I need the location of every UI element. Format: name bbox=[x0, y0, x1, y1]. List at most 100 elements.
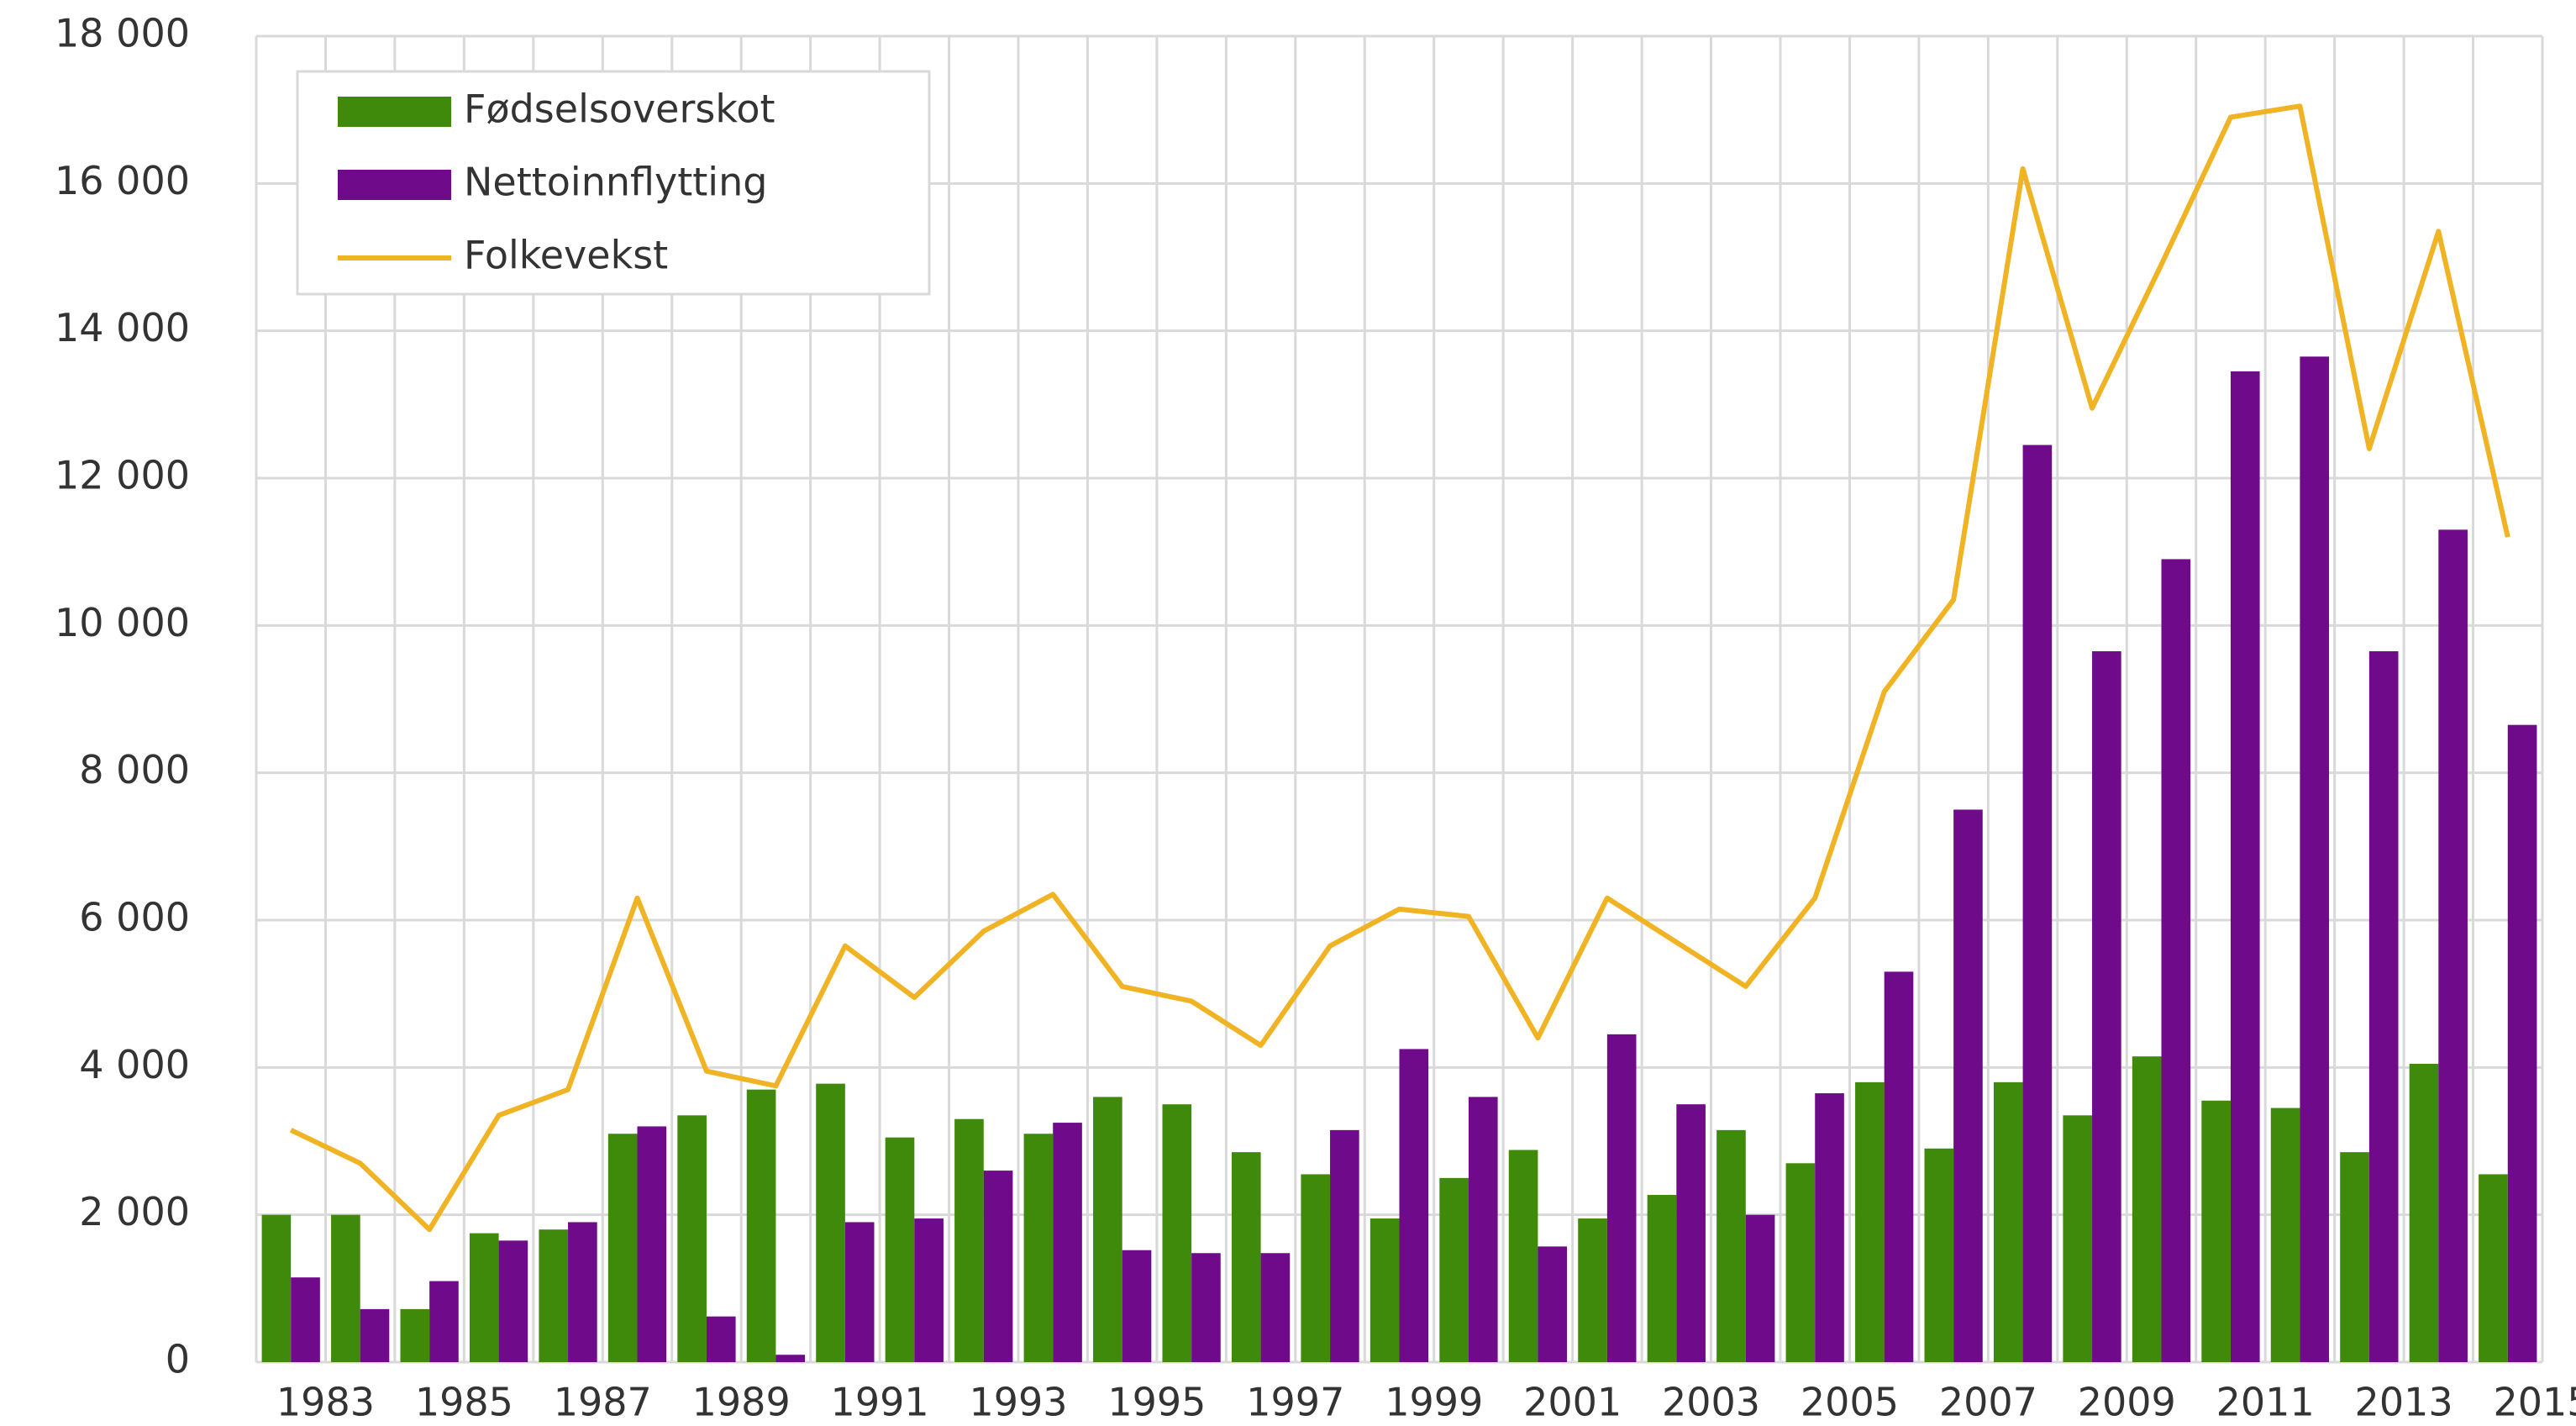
bar bbox=[1231, 1152, 1261, 1362]
bar bbox=[261, 1214, 292, 1362]
y-tick-label: 10 000 bbox=[55, 600, 190, 645]
bar bbox=[775, 1355, 806, 1362]
bar bbox=[1993, 1081, 2023, 1362]
bar bbox=[1439, 1177, 1469, 1362]
bar bbox=[1053, 1123, 1082, 1362]
x-tick-label: 1987 bbox=[554, 1380, 652, 1425]
bar bbox=[498, 1240, 528, 1362]
bar bbox=[1606, 1034, 1637, 1362]
bar bbox=[706, 1316, 736, 1362]
bar bbox=[637, 1126, 667, 1362]
bar bbox=[539, 1229, 569, 1362]
bar bbox=[914, 1218, 944, 1362]
bar bbox=[2022, 445, 2053, 1362]
bar bbox=[1508, 1150, 1538, 1362]
legend-label: Nettoinnflytting bbox=[464, 160, 767, 205]
y-tick-label: 6 000 bbox=[79, 895, 190, 940]
y-tick-label: 14 000 bbox=[55, 305, 190, 350]
bar bbox=[1884, 971, 1914, 1362]
bar bbox=[2161, 559, 2191, 1362]
y-tick-label: 0 bbox=[166, 1337, 190, 1382]
bar bbox=[2507, 724, 2537, 1362]
x-tick-label: 1983 bbox=[276, 1380, 375, 1425]
legend-label: Fødselsoverskot bbox=[464, 87, 775, 132]
x-tick-label: 2013 bbox=[2355, 1380, 2453, 1425]
bar bbox=[1191, 1253, 1221, 1362]
bar bbox=[954, 1118, 984, 1362]
bar bbox=[2063, 1115, 2093, 1362]
y-tick-label: 18 000 bbox=[55, 11, 190, 56]
bar bbox=[1468, 1097, 1498, 1362]
x-tick-label: 1995 bbox=[1107, 1380, 1206, 1425]
bar bbox=[429, 1281, 459, 1362]
bar bbox=[291, 1277, 320, 1362]
bar bbox=[1647, 1194, 1677, 1362]
bar bbox=[1855, 1081, 1885, 1362]
bar bbox=[1815, 1093, 1844, 1362]
bar bbox=[1122, 1250, 1152, 1362]
bar bbox=[1301, 1174, 1331, 1362]
x-tick-label: 1991 bbox=[831, 1380, 929, 1425]
bar bbox=[400, 1308, 430, 1362]
bar bbox=[885, 1137, 915, 1362]
bar bbox=[607, 1134, 638, 1362]
bar bbox=[2409, 1063, 2439, 1362]
y-tick-label: 16 000 bbox=[55, 158, 190, 203]
bar bbox=[2230, 371, 2260, 1363]
bar bbox=[2092, 651, 2121, 1362]
bar bbox=[746, 1089, 776, 1362]
bar bbox=[844, 1222, 875, 1362]
bar bbox=[1162, 1104, 1192, 1362]
x-tick-label: 1985 bbox=[415, 1380, 513, 1425]
bar bbox=[1676, 1104, 1706, 1362]
x-tick-label: 2011 bbox=[2216, 1380, 2315, 1425]
x-tick-label: 2007 bbox=[1939, 1380, 2037, 1425]
bar bbox=[2368, 651, 2399, 1362]
x-tick-label: 2001 bbox=[1523, 1380, 1622, 1425]
bar bbox=[677, 1115, 707, 1362]
bar bbox=[2132, 1056, 2162, 1362]
bar bbox=[331, 1214, 360, 1362]
x-tick-label: 1999 bbox=[1385, 1380, 1483, 1425]
y-tick-label: 8 000 bbox=[79, 747, 190, 792]
x-tick-label: 1989 bbox=[692, 1380, 791, 1425]
bar bbox=[568, 1222, 597, 1362]
y-tick-label: 2 000 bbox=[79, 1189, 190, 1234]
bar bbox=[1538, 1246, 1568, 1362]
legend-swatch bbox=[338, 97, 451, 127]
bar bbox=[2270, 1108, 2300, 1362]
bar bbox=[2300, 356, 2330, 1363]
bar bbox=[1399, 1049, 1429, 1362]
bar bbox=[816, 1083, 845, 1362]
bar bbox=[2479, 1174, 2508, 1362]
x-tick-label: 2005 bbox=[1801, 1380, 1899, 1425]
bar bbox=[2201, 1100, 2231, 1362]
legend-swatch bbox=[338, 170, 451, 200]
x-tick-label: 2003 bbox=[1662, 1380, 1760, 1425]
bar bbox=[2340, 1152, 2369, 1362]
x-tick-label: 1997 bbox=[1246, 1380, 1344, 1425]
bar bbox=[1785, 1163, 1816, 1362]
bar bbox=[360, 1308, 390, 1362]
bar bbox=[1745, 1214, 1775, 1362]
bar bbox=[983, 1171, 1013, 1362]
bar bbox=[1023, 1134, 1054, 1362]
legend-label: Folkevekst bbox=[464, 233, 668, 278]
bar bbox=[469, 1233, 499, 1362]
bar bbox=[1369, 1218, 1400, 1362]
x-tick-label: 1993 bbox=[969, 1380, 1067, 1425]
line bbox=[289, 103, 2510, 1233]
bar bbox=[2438, 529, 2468, 1362]
bar bbox=[1924, 1148, 1954, 1362]
bar bbox=[1716, 1129, 1746, 1362]
y-tick-label: 4 000 bbox=[79, 1042, 190, 1087]
bar bbox=[1093, 1097, 1122, 1362]
bar bbox=[1260, 1253, 1291, 1362]
bar bbox=[1578, 1218, 1607, 1362]
bar bbox=[1330, 1129, 1359, 1362]
x-tick-label: 2009 bbox=[2078, 1380, 2176, 1425]
x-tick-label: 2015 bbox=[2493, 1380, 2576, 1425]
y-tick-label: 12 000 bbox=[55, 453, 190, 498]
bar bbox=[1953, 809, 1983, 1362]
